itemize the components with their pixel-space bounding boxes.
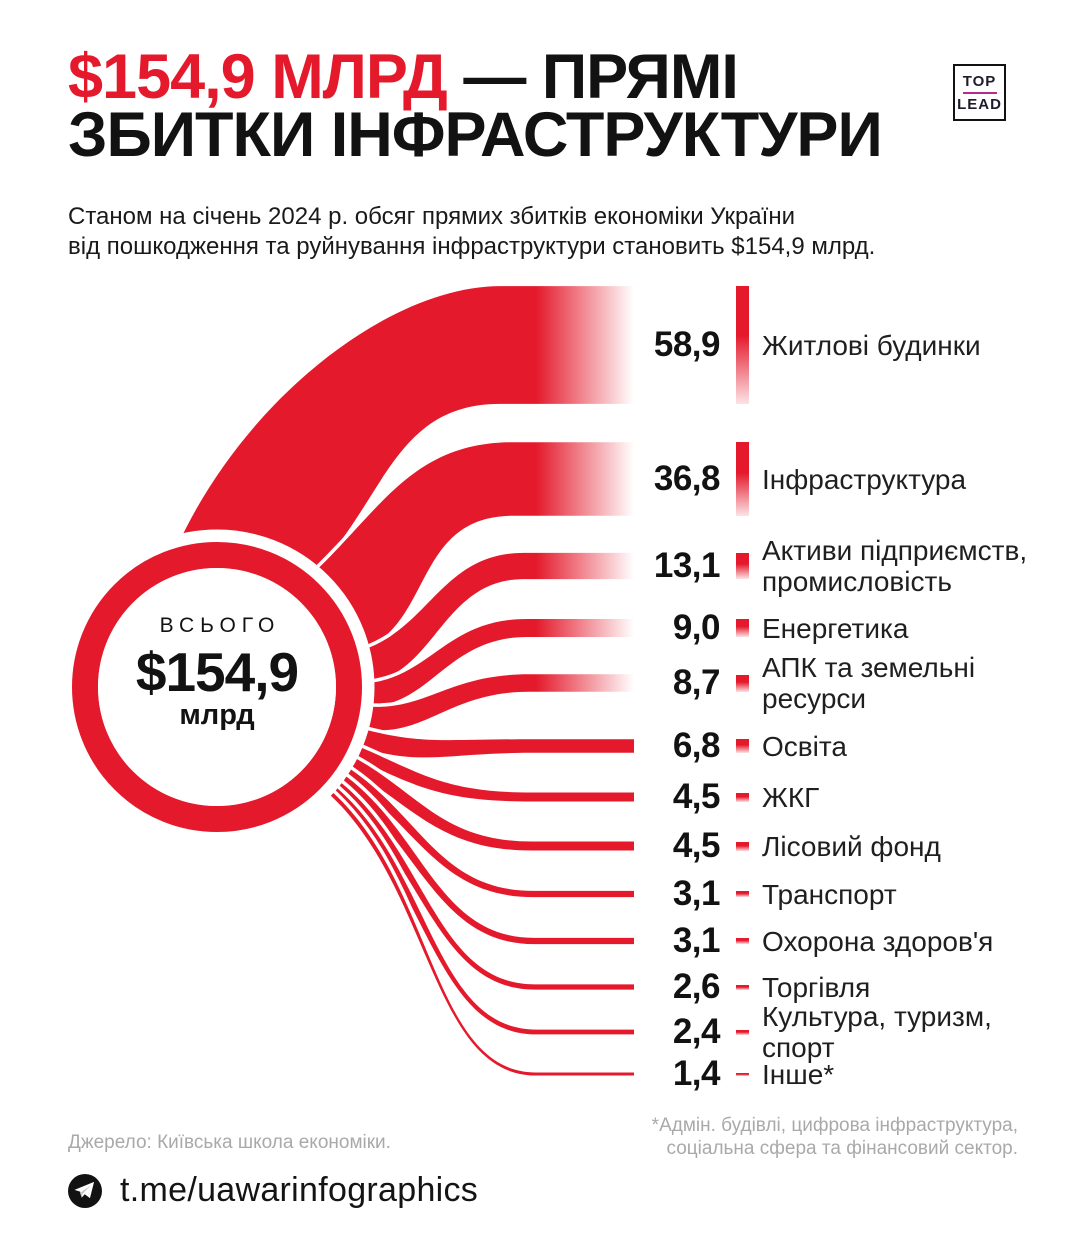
flow-band <box>317 781 634 1076</box>
circle-red-ring <box>72 542 362 832</box>
subtitle-line-2: від пошкодження та руйнування інфраструк… <box>68 233 876 260</box>
title-line-1: $154,9 МЛРД — ПРЯМІ <box>68 46 948 109</box>
total-circle-text: ВСЬОГО $154,9 млрд <box>97 614 337 730</box>
title-amount: $154,9 МЛРД <box>68 42 448 112</box>
title-rest: — ПРЯМІ <box>446 42 739 112</box>
subtitle: Станом на січень 2024 р. обсяг прямих зб… <box>68 202 875 262</box>
page-title: $154,9 МЛРД — ПРЯМІ ЗБИТКИ ІНФРАСТРУКТУР… <box>68 46 948 170</box>
footnote: *Адмін. будівлі, цифрова інфраструктура,… <box>652 1114 1018 1160</box>
total-circle <box>59 529 375 845</box>
telegram-bar: t.me/uawarinfographics <box>68 1171 478 1210</box>
source-note: Джерело: Київська школа економіки. <box>68 1132 391 1153</box>
toplead-logo: TOP LEAD <box>953 64 1006 121</box>
title-line-2: ЗБИТКИ ІНФРАСТРУКТУРИ <box>68 100 883 170</box>
flow-band <box>306 442 634 653</box>
circle-gap-ring <box>59 529 375 845</box>
footnote-line-2: соціальна сфера та фінансовий сектор. <box>666 1138 1019 1159</box>
flow-band <box>351 674 634 731</box>
flow-band <box>346 725 634 758</box>
total-value: $154,9 <box>135 641 299 703</box>
circle-inner <box>98 568 336 806</box>
flow-band <box>320 777 634 1035</box>
flow-band <box>173 286 634 580</box>
flow-band <box>341 741 634 802</box>
flow-band-separator <box>316 774 638 1038</box>
toplead-logo-divider <box>962 91 997 94</box>
toplead-logo-top: TOP <box>962 72 997 90</box>
subtitle-line-1: Станом на січень 2024 р. обсяг прямих зб… <box>68 203 795 230</box>
flow-band <box>355 619 634 707</box>
flow-band <box>352 552 634 684</box>
toplead-logo-bottom: LEAD <box>957 95 1002 113</box>
flow-bands <box>170 282 638 1079</box>
footnote-line-1: *Адмін. будівлі, цифрова інфраструктура, <box>651 1115 1018 1136</box>
telegram-handle[interactable]: t.me/uawarinfographics <box>120 1171 479 1209</box>
total-unit: млрд <box>179 699 255 731</box>
telegram-icon <box>68 1173 102 1208</box>
total-label: ВСЬОГО <box>159 614 281 637</box>
